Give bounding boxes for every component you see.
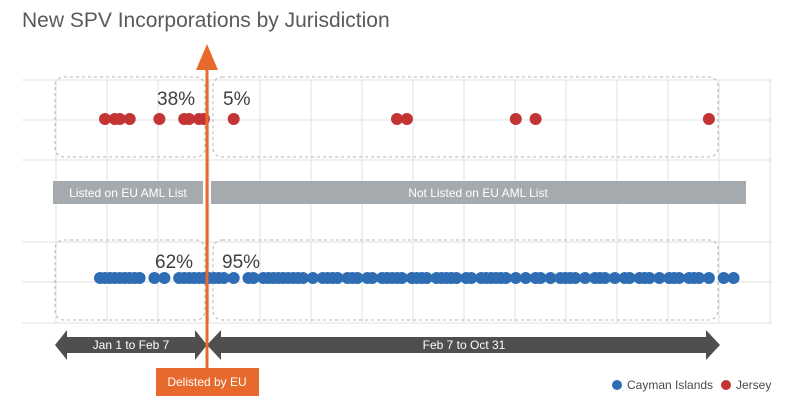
cayman-point	[509, 272, 522, 284]
delisted-box	[156, 368, 259, 396]
chart-title: New SPV Incorporations by Jurisdiction	[22, 9, 390, 32]
cayman-point	[623, 272, 636, 284]
period-before-arrow	[55, 330, 207, 360]
cayman-point	[450, 272, 463, 284]
cayman-point	[499, 272, 512, 284]
cayman-point	[148, 272, 161, 284]
jersey-before-share: 38%	[157, 89, 195, 110]
cayman-point	[351, 272, 364, 284]
cayman-point	[727, 272, 740, 284]
cayman-point	[643, 272, 656, 284]
cayman-point	[420, 272, 433, 284]
cayman-point	[133, 272, 146, 284]
jersey-point	[400, 113, 413, 125]
jersey-point	[391, 113, 403, 125]
cayman-point	[579, 272, 592, 284]
legend-jersey-marker	[721, 380, 731, 390]
cayman-before-box	[54, 239, 206, 321]
jersey-point	[99, 113, 111, 125]
jersey-point	[529, 113, 542, 125]
cayman-after-share: 95%	[222, 252, 260, 273]
legend-cayman-marker	[612, 380, 622, 390]
jersey-point	[227, 113, 240, 125]
delisted-label: Delisted by EU	[167, 375, 246, 389]
jersey-points	[99, 113, 715, 125]
legend-cayman-label: Cayman Islands	[627, 378, 713, 392]
cayman-point	[227, 272, 240, 284]
period-after-label: Feb 7 to Oct 31	[423, 338, 506, 352]
cayman-point	[297, 272, 309, 284]
cayman-point	[608, 272, 621, 284]
cayman-point	[693, 272, 705, 284]
jersey-point	[153, 113, 166, 125]
delisted-arrowhead	[196, 44, 218, 70]
cayman-point	[598, 272, 611, 284]
cayman-point	[247, 272, 260, 284]
cayman-point	[653, 272, 666, 284]
jersey-point	[702, 113, 715, 125]
band-not-listed-label: Not Listed on EU AML List	[408, 186, 548, 200]
cayman-point	[519, 272, 532, 284]
cayman-point	[331, 272, 344, 284]
cayman-point	[158, 272, 171, 284]
cayman-point	[306, 272, 319, 284]
cayman-point	[702, 272, 715, 284]
jersey-point	[113, 113, 126, 125]
legend-jersey-label: Jersey	[736, 378, 771, 392]
cayman-point	[534, 272, 547, 284]
jersey-point	[183, 113, 196, 125]
band-listed-label: Listed on EU AML List	[69, 186, 187, 200]
jersey-after-share: 5%	[223, 89, 251, 110]
cayman-point	[673, 272, 686, 284]
cayman-point	[366, 272, 379, 284]
jersey-point	[509, 113, 522, 125]
band-listed	[53, 181, 203, 204]
jersey-before-box	[54, 76, 206, 158]
jersey-after-box	[212, 76, 719, 158]
period-after-arrow	[207, 330, 720, 360]
jersey-point	[123, 113, 136, 125]
band-not-listed	[211, 181, 746, 204]
cayman-point	[395, 272, 408, 284]
cayman-point	[217, 272, 230, 284]
cayman-point	[717, 272, 730, 284]
cayman-point	[544, 272, 557, 284]
cayman-point	[465, 272, 478, 284]
period-before-label: Jan 1 to Feb 7	[93, 338, 170, 352]
cayman-points	[94, 272, 740, 284]
cayman-before-share: 62%	[155, 252, 193, 273]
cayman-point	[569, 272, 582, 284]
